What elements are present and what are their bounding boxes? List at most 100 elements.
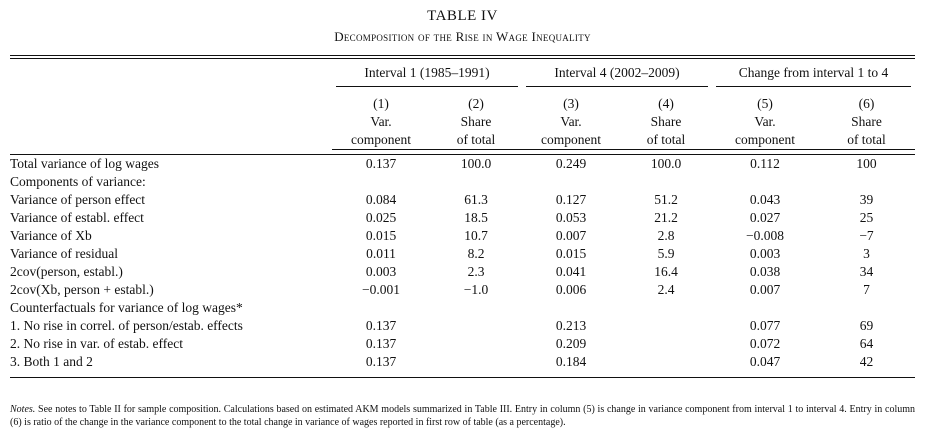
cell-col-2: 8.2 xyxy=(467,246,485,261)
cell-col-3 xyxy=(522,173,620,191)
cell-col-4 xyxy=(620,335,712,353)
cell-col-6: 100 xyxy=(856,156,877,171)
cell-col-1: 0.011 xyxy=(366,246,396,261)
cell-col-3: 0.053 xyxy=(555,210,587,225)
row-label: Components of variance: xyxy=(10,174,146,189)
cell-col-2: −1.0 xyxy=(463,282,489,297)
row-label: Total variance of log wages xyxy=(10,156,159,171)
table-row: 2cov(person, establ.) 0.003 2.3 0.041 16.4 0.… xyxy=(10,263,915,281)
cell-col-4: 2.4 xyxy=(657,282,675,297)
table-row: Variance of Xb 0.015 10.7 0.007 2.8 −0.008 −7 xyxy=(10,227,915,245)
table-row: Total variance of log wages 0.137 100.0 0.2… xyxy=(10,155,915,174)
cell-col-1: −0.001 xyxy=(362,282,400,297)
row-label: Counterfactuals for variance of log wage… xyxy=(10,300,243,315)
cell-col-5: 0.077 xyxy=(749,318,781,333)
header-rule xyxy=(10,149,915,155)
cell-col-5: 0.112 xyxy=(750,156,780,171)
bottom-rule xyxy=(10,371,915,378)
cell-col-6: 7 xyxy=(863,282,870,297)
cell-col-4 xyxy=(620,353,712,371)
cell-col-6: −7 xyxy=(859,228,874,243)
cell-col-6: 25 xyxy=(859,210,874,225)
cell-col-3: 0.007 xyxy=(555,228,587,243)
cell-col-4 xyxy=(620,173,712,191)
cell-col-4: 2.8 xyxy=(657,228,675,243)
column-header-row: (1) Var. component (2) Share of total (3) Var… xyxy=(10,87,915,150)
cell-col-6: 42 xyxy=(859,354,874,369)
cell-col-3 xyxy=(522,299,620,317)
table-title: TABLE IV xyxy=(427,8,498,24)
table-subtitle: Decomposition of the Rise in Wage Inequa… xyxy=(334,29,591,44)
cell-col-2 xyxy=(430,299,522,317)
cell-col-4: 21.2 xyxy=(654,210,678,225)
row-label: 3. Both 1 and 2 xyxy=(10,354,93,369)
cell-col-5: 0.027 xyxy=(749,210,781,225)
cell-col-4 xyxy=(620,299,712,317)
cell-col-1: 0.137 xyxy=(365,354,397,369)
cell-col-1: 0.137 xyxy=(365,156,397,171)
cell-col-4 xyxy=(620,317,712,335)
cell-col-3: 0.015 xyxy=(555,246,587,261)
notes-label: Notes. xyxy=(10,404,36,415)
cell-col-3: 0.249 xyxy=(555,156,587,171)
cell-col-1: 0.137 xyxy=(365,336,397,351)
cell-col-5: 0.072 xyxy=(749,336,781,351)
table-body: Total variance of log wages 0.137 100.0 0.2… xyxy=(10,155,915,372)
notes-text: See notes to Table II for sample composi… xyxy=(10,404,916,428)
cell-col-4: 51.2 xyxy=(654,192,678,207)
group-header-row: Interval 1 (1985–1991) Interval 4 (2002–… xyxy=(10,64,915,87)
table-notes: Notes. See notes to Table II for sample … xyxy=(10,404,915,429)
cell-col-3: 0.041 xyxy=(555,264,587,279)
cell-col-1: 0.137 xyxy=(365,318,397,333)
cell-col-5: −0.008 xyxy=(746,228,784,243)
cell-col-2: 2.3 xyxy=(467,264,485,279)
cell-col-2 xyxy=(430,353,522,371)
cell-col-3: 0.209 xyxy=(555,336,587,351)
cell-col-3: 0.127 xyxy=(555,192,587,207)
column-header-4: (4) Share of total xyxy=(620,87,712,150)
row-label: Variance of Xb xyxy=(10,228,92,243)
cell-col-6: 3 xyxy=(863,246,870,261)
decomposition-table: Interval 1 (1985–1991) Interval 4 (2002–… xyxy=(10,64,915,378)
cell-col-5: 0.007 xyxy=(749,282,781,297)
column-header-2: (2) Share of total xyxy=(430,87,522,150)
cell-col-4: 16.4 xyxy=(654,264,678,279)
row-label: 2cov(Xb, person + establ.) xyxy=(10,282,154,297)
table-row: 1. No rise in correl. of person/estab. e… xyxy=(10,317,915,335)
cell-col-6 xyxy=(818,173,915,191)
cell-col-5 xyxy=(712,173,818,191)
cell-col-4: 5.9 xyxy=(657,246,675,261)
group-header-interval-4: Interval 4 (2002–2009) xyxy=(522,64,712,87)
cell-col-2: 10.7 xyxy=(464,228,488,243)
table-row: Counterfactuals for variance of log wage… xyxy=(10,299,915,317)
cell-col-1: 0.025 xyxy=(365,210,397,225)
group-header-change: Change from interval 1 to 4 xyxy=(712,64,915,87)
table-row: 2. No rise in var. of estab. effect 0.137… xyxy=(10,335,915,353)
cell-col-2 xyxy=(430,317,522,335)
table-row: Variance of residual 0.011 8.2 0.015 5.9 0.00… xyxy=(10,245,915,263)
cell-col-1: 0.015 xyxy=(365,228,397,243)
cell-col-5: 0.043 xyxy=(749,192,781,207)
table-row: 3. Both 1 and 2 0.137 0.184 0.047 42 xyxy=(10,353,915,371)
column-header-3: (3) Var. component xyxy=(522,87,620,150)
cell-col-6: 34 xyxy=(859,264,874,279)
column-header-6: (6) Share of total xyxy=(818,87,915,150)
column-header-5: (5) Var. component xyxy=(712,87,818,150)
cell-col-2 xyxy=(430,335,522,353)
cell-col-5: 0.038 xyxy=(749,264,781,279)
table-row: 2cov(Xb, person + establ.) −0.001 −1.0 0.00… xyxy=(10,281,915,299)
cell-col-6: 39 xyxy=(859,192,874,207)
row-label: Variance of residual xyxy=(10,246,118,261)
cell-col-3: 0.006 xyxy=(555,282,587,297)
row-label: Variance of establ. effect xyxy=(10,210,144,225)
cell-col-1: 0.003 xyxy=(365,264,397,279)
table-row: Variance of establ. effect 0.025 18.5 0.053… xyxy=(10,209,915,227)
row-label: 1. No rise in correl. of person/estab. e… xyxy=(10,318,243,333)
cell-col-1 xyxy=(332,299,430,317)
cell-col-6: 69 xyxy=(859,318,874,333)
cell-col-5: 0.047 xyxy=(749,354,781,369)
row-label: Variance of person effect xyxy=(10,192,146,207)
cell-col-1: 0.084 xyxy=(365,192,397,207)
cell-col-6: 64 xyxy=(859,336,874,351)
